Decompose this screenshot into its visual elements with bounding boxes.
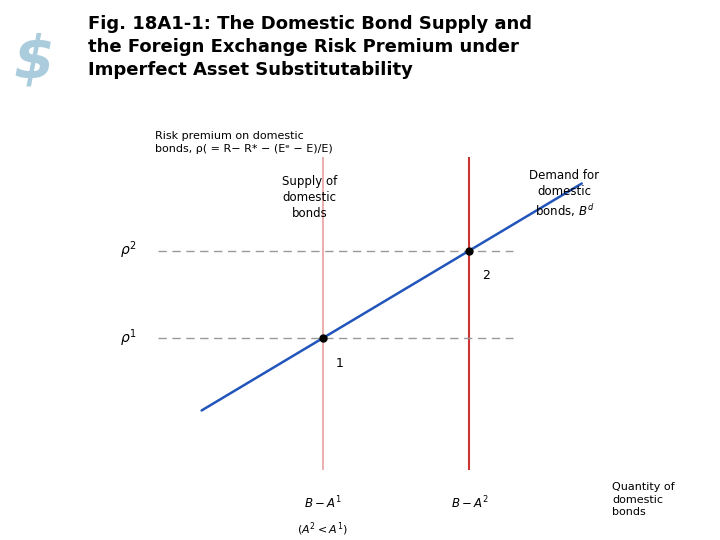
- Text: 18-56: 18-56: [679, 519, 709, 529]
- Text: $\rho^1$: $\rho^1$: [120, 327, 137, 349]
- Text: Demand for
domestic
bonds, $B^d$: Demand for domestic bonds, $B^d$: [529, 169, 600, 219]
- Text: Supply of
domestic
bonds: Supply of domestic bonds: [282, 176, 337, 220]
- Text: $B-A^1$: $B-A^1$: [304, 495, 341, 511]
- Text: Quantity of
domestic
bonds: Quantity of domestic bonds: [612, 482, 675, 517]
- Text: $: $: [14, 32, 55, 90]
- Text: $B-A^2$: $B-A^2$: [451, 495, 488, 511]
- Text: 2: 2: [482, 269, 490, 282]
- Text: $\rho^2$: $\rho^2$: [120, 240, 137, 261]
- Text: 1: 1: [336, 357, 343, 370]
- Text: $(A^2 < A^1)$: $(A^2 < A^1)$: [297, 520, 348, 537]
- Text: Risk premium on domestic
bonds, ρ( = R− R* − (Eᵉ − E)/E): Risk premium on domestic bonds, ρ( = R− …: [155, 131, 333, 154]
- Text: Fig. 18A1-1: The Domestic Bond Supply and
the Foreign Exchange Risk Premium unde: Fig. 18A1-1: The Domestic Bond Supply an…: [88, 15, 532, 79]
- Text: Copyright ©2015 Pearson Education, Inc. All rights reserved.: Copyright ©2015 Pearson Education, Inc. …: [11, 519, 330, 529]
